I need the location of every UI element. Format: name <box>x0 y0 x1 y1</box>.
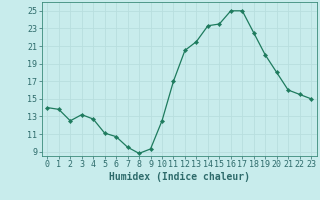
X-axis label: Humidex (Indice chaleur): Humidex (Indice chaleur) <box>109 172 250 182</box>
